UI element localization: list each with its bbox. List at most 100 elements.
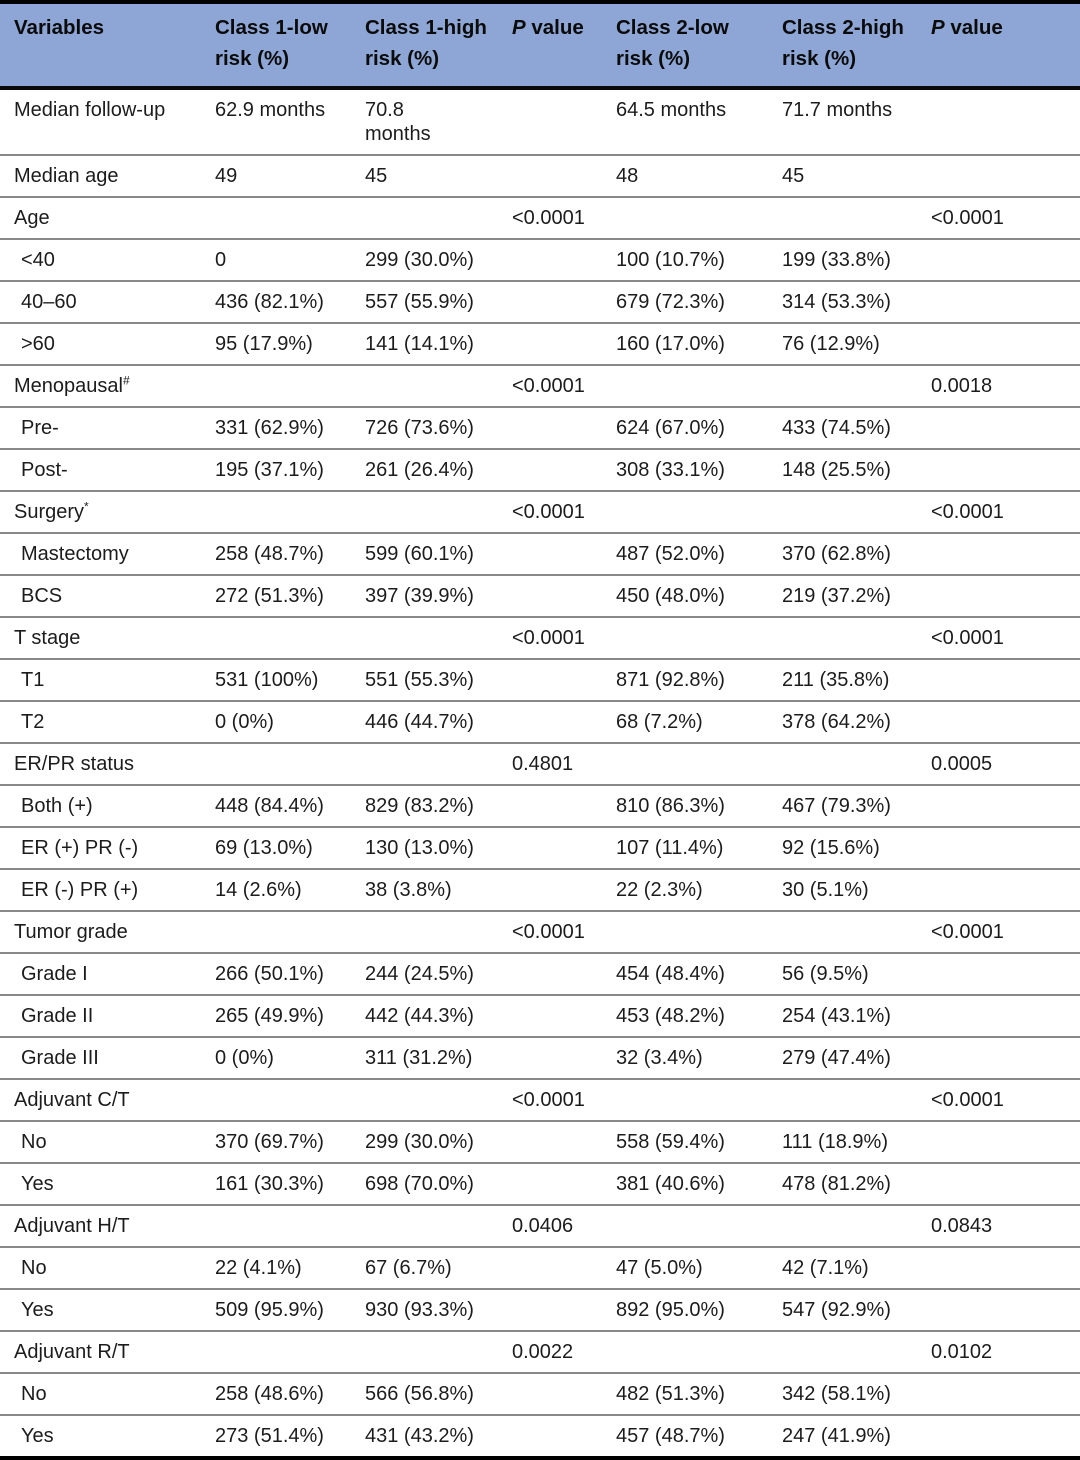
value-cell: 272 (51.3%) [201,573,351,617]
row-label-text: <40 [21,248,55,271]
value-cell: 679 (72.3%) [602,279,768,323]
value-cell [602,615,768,659]
row-label-text: Yes [21,1172,54,1195]
table-row: Post- 195 (37.1%) 261 (26.4%) 308 (33.1%) 14… [0,447,1080,491]
value-cell: 70.8 months [365,98,431,145]
table-row: No 370 (69.7%) 299 (30.0%) 558 (59.4%) 111 (… [0,1119,1080,1163]
p-value-cell [917,1287,1080,1331]
value-cell: 47 (5.0%) [602,1245,768,1289]
row-label-text: Age [14,206,50,229]
value-cell [351,909,498,953]
column-header: Class 1-low risk (%) [201,2,351,90]
row-label: Age [0,195,201,239]
p-value-cell [498,993,602,1037]
p-value-cell: <0.0001 [917,909,1080,953]
table-row: ER/PR status 0.4801 0.0005 [0,741,1080,785]
value-cell: 0 (0%) [201,1035,351,1079]
value-cell [602,909,768,953]
value-cell: 726 (73.6%) [351,405,498,449]
value-cell: 265 (49.9%) [201,993,351,1037]
p-value-cell: 0.0018 [917,363,1080,407]
p-value-cell: <0.0001 [498,615,602,659]
p-value-cell [498,447,602,491]
table-row: Adjuvant C/T <0.0001 <0.0001 [0,1077,1080,1121]
p-value-cell [498,951,602,995]
table-row: Grade III 0 (0%) 311 (31.2%) 32 (3.4%) 279 (… [0,1035,1080,1079]
value-cell: 45 [768,153,917,197]
value-cell: 56 (9.5%) [768,951,917,995]
row-label: Yes [0,1413,201,1458]
p-value-label: value [944,16,1003,39]
value-cell: 487 (52.0%) [602,531,768,575]
value-cell: 30 (5.1%) [768,867,917,911]
value-cell: 45 [351,153,498,197]
footnote-marker: # [122,372,130,387]
p-value-cell [917,237,1080,281]
value-cell [351,195,498,239]
value-cell [768,489,917,533]
row-label-text: Menopausal [14,374,123,397]
value-cell: 95 (17.9%) [201,321,351,365]
table-row: No 22 (4.1%) 67 (6.7%) 47 (5.0%) 42 (7.1%) [0,1245,1080,1289]
table-row: Yes 509 (95.9%) 930 (93.3%) 892 (95.0%) 547 … [0,1287,1080,1331]
value-cell: 810 (86.3%) [602,783,768,827]
footnote-marker: * [84,498,89,513]
value-cell: 566 (56.8%) [351,1371,498,1415]
row-label: Median follow-up [0,88,201,155]
value-cell [201,1203,351,1247]
value-cell: 381 (40.6%) [602,1161,768,1205]
column-header: Class 2-low risk (%) [602,2,768,90]
value-cell: 558 (59.4%) [602,1119,768,1163]
p-value-cell [917,531,1080,575]
table-row: Adjuvant R/T 0.0022 0.0102 [0,1329,1080,1373]
value-cell: 279 (47.4%) [768,1035,917,1079]
p-value-cell [498,1035,602,1079]
value-cell: 49 [201,153,351,197]
p-value-cell [498,1119,602,1163]
row-label: Median age [0,153,201,197]
table-row: Median follow-up 62.9 months 70.8 months 64… [0,88,1080,155]
value-cell: 211 (35.8%) [768,657,917,701]
row-label-text: 40–60 [21,290,77,313]
value-cell: 64.5 months [616,98,727,121]
value-cell: 331 (62.9%) [201,405,351,449]
value-cell: 67 (6.7%) [351,1245,498,1289]
value-cell: 107 (11.4%) [602,825,768,869]
row-label: T1 [0,657,201,701]
value-cell: 509 (95.9%) [201,1287,351,1331]
value-cell [602,1203,768,1247]
p-value-cell [917,573,1080,617]
table-row: Age <0.0001 <0.0001 [0,195,1080,239]
row-label-text: Yes [21,1424,54,1447]
value-cell: 450 (48.0%) [602,573,768,617]
value-cell: 38 (3.8%) [351,867,498,911]
value-cell [201,741,351,785]
row-label: ER (-) PR (+) [0,867,201,911]
row-label-text: ER (+) PR (-) [21,836,139,859]
row-label-text: No [21,1256,47,1279]
row-label-text: Median age [14,164,119,187]
p-value-cell [917,279,1080,323]
p-value-cell: <0.0001 [917,615,1080,659]
table-row: Median age 49 45 48 45 [0,153,1080,197]
row-label: No [0,1245,201,1289]
table-row: Grade II 265 (49.9%) 442 (44.3%) 453 (48.2%… [0,993,1080,1037]
table-row: ER (+) PR (-) 69 (13.0%) 130 (13.0%) 107 (1… [0,825,1080,869]
value-cell [602,489,768,533]
row-label-text: No [21,1382,47,1405]
value-cell: 892 (95.0%) [602,1287,768,1331]
row-label: Menopausal# [0,363,201,407]
p-value-cell [498,321,602,365]
p-value-cell: 0.0022 [498,1329,602,1373]
row-label-text: Median follow-up [14,98,166,121]
p-value-cell [917,321,1080,365]
row-label: Post- [0,447,201,491]
row-label: ER/PR status [0,741,201,785]
row-label-text: Adjuvant R/T [14,1340,130,1363]
row-label-text: Adjuvant H/T [14,1214,130,1237]
column-header-pvalue: P value [917,2,1080,90]
value-cell [201,363,351,407]
row-label-text: T1 [21,668,45,691]
row-label: Grade I [0,951,201,995]
value-cell [351,741,498,785]
